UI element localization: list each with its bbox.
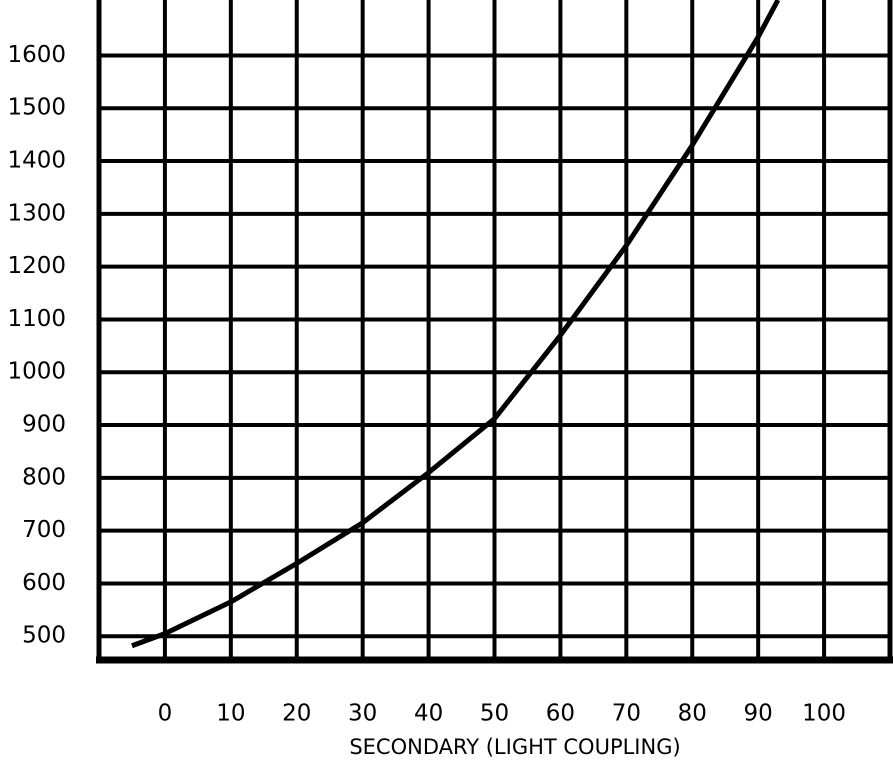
x-tick-label: 0 bbox=[158, 701, 173, 727]
x-tick-label: 100 bbox=[802, 701, 846, 727]
x-tick-label: 70 bbox=[612, 701, 641, 727]
y-tick-label: 500 bbox=[22, 623, 66, 649]
x-tick-label: 50 bbox=[480, 701, 509, 727]
y-tick-label: 1400 bbox=[7, 148, 66, 174]
x-axis-title: SECONDARY (LIGHT COUPLING) bbox=[349, 735, 680, 759]
x-tick-label: 90 bbox=[744, 701, 773, 727]
y-tick-label: 900 bbox=[22, 412, 66, 438]
y-tick-label: 1200 bbox=[7, 253, 66, 279]
x-tick-label: 60 bbox=[546, 701, 575, 727]
y-tick-label: 700 bbox=[22, 517, 66, 543]
y-tick-label: 1600 bbox=[7, 42, 66, 68]
x-tick-label: 80 bbox=[678, 701, 707, 727]
y-tick-label: 1000 bbox=[7, 359, 66, 385]
y-tick-label: 1300 bbox=[7, 200, 66, 226]
y-tick-label: 600 bbox=[22, 570, 66, 596]
x-tick-label: 10 bbox=[216, 701, 245, 727]
x-tick-label: 30 bbox=[348, 701, 377, 727]
y-tick-label: 1100 bbox=[7, 306, 66, 332]
x-tick-label: 20 bbox=[282, 701, 311, 727]
x-tick-label: 40 bbox=[414, 701, 443, 727]
y-tick-label: 800 bbox=[22, 464, 66, 490]
curve bbox=[131, 0, 781, 649]
y-tick-label: 1500 bbox=[7, 95, 66, 121]
